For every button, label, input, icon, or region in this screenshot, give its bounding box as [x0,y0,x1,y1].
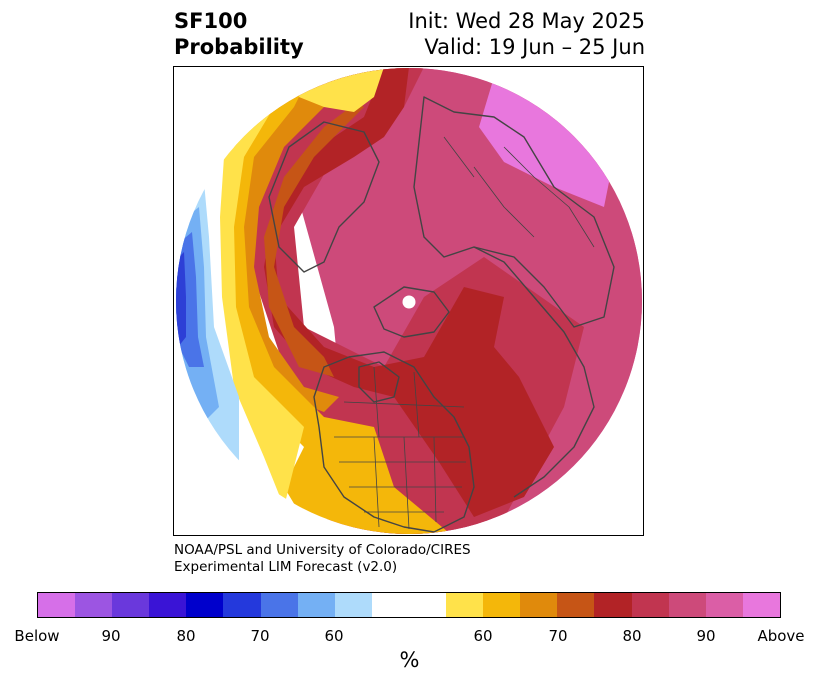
init-date: Init: Wed 28 May 2025 [408,9,645,33]
credit-block: NOAA/PSL and University of Colorado/CIRE… [174,542,471,576]
north-america-coastline [313,351,475,533]
colorbar-segment [520,593,558,617]
asia-coastline [473,246,595,498]
hudson-bay-coastline [358,361,400,403]
map-panel [173,66,644,536]
arctic-islands [373,286,450,338]
colorbar-segment [334,593,372,617]
title-variable: SF100 [174,9,248,33]
tick-label-below-90: 90 [101,627,121,645]
tick-label-below-80: 80 [176,627,196,645]
tick-label-above-60: 60 [473,627,493,645]
tick-label-above-80: 80 [622,627,642,645]
contour-orange [242,68,339,412]
title-product: Probability [174,35,304,59]
colorbar-segment [742,593,780,617]
credit-line-1: NOAA/PSL and University of Colorado/CIRE… [174,542,471,558]
eurasia-borders [443,136,595,248]
colorbar-segment [668,593,706,617]
contour-yellow [220,68,314,507]
credit-line-2: Experimental LIM Forecast (v2.0) [174,559,398,575]
colorbar-segment [297,593,335,617]
tick-label-above: Above [757,627,805,645]
greenland-coastline [268,121,380,273]
colorbar-segment [483,593,521,617]
canada-province-borders [343,366,465,438]
tick-label-below-60: 60 [324,627,344,645]
forecast-dates: Init: Wed 28 May 2025 Valid: 19 Jun – 25… [330,8,645,60]
tick-label-below-70: 70 [250,627,270,645]
colorbar-segment [371,593,447,617]
tick-label-above-90: 90 [696,627,716,645]
colorbar [37,592,781,618]
north-pole-marker [402,295,416,309]
tick-label-above-70: 70 [548,627,568,645]
colorbar-segment [594,593,632,617]
colorbar-segment [631,593,669,617]
colorbar-segment [149,593,187,617]
colorbar-segment [75,593,113,617]
tick-label-below: Below [14,627,60,645]
europe-coastline [413,96,615,328]
colorbar-segment [223,593,261,617]
colorbar-segment [260,593,298,617]
contour-red [264,68,554,517]
colorbar-segment [446,593,484,617]
probability-map [176,68,642,534]
colorbar-segment [112,593,150,617]
contour-dark-blue [176,252,186,347]
map-disc [176,68,642,534]
contour-dark-orange [264,68,384,377]
colorbar-segment [38,593,76,617]
us-state-borders [334,436,466,530]
coastlines [268,96,615,533]
colorbar-segment [705,593,743,617]
map-title: SF100 Probability [174,8,304,60]
valid-range: Valid: 19 Jun – 25 Jun [424,35,645,59]
colorbar-segment [186,593,224,617]
colorbar-segment [557,593,595,617]
colorbar-unit-label: % [399,648,420,672]
